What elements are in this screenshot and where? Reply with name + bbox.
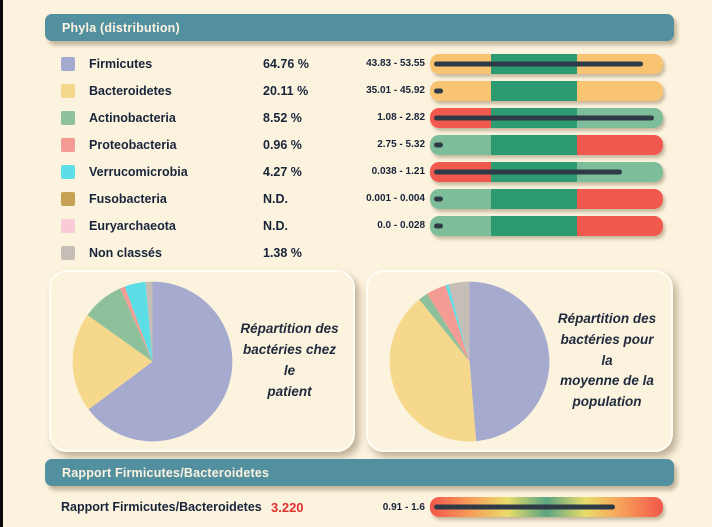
phylum-color-swatch	[61, 191, 75, 206]
pie-slice-bacteroidetes	[389, 298, 477, 441]
phylum-color-swatch	[61, 137, 75, 152]
gauge-needle	[434, 223, 443, 228]
gauge-segment	[491, 80, 577, 101]
gauge-needle	[434, 169, 622, 174]
reference-range: 35.01 - 45.92	[366, 85, 425, 96]
pie-slice-bacteroidetes	[72, 314, 153, 409]
pie-slice-firmicutes	[88, 281, 233, 441]
pie-slice-non-class-s	[448, 281, 470, 361]
phyla-table: Firmicutes 64.76 % 43.83 - 53.55 Bactero…	[61, 50, 663, 266]
reference-range: 0.0 - 0.028	[377, 220, 425, 231]
reference-range: 0.001 - 0.004	[366, 193, 425, 204]
phylum-name: Bacteroidetes	[89, 83, 172, 98]
reference-gauge	[430, 80, 663, 101]
reference-gauge	[430, 215, 663, 236]
population-distribution-card: Répartition des bactéries pour la moyenn…	[366, 270, 673, 452]
gauge-needle	[434, 88, 443, 93]
gauge-segment	[576, 134, 663, 155]
caption-line: bactéries chez le	[242, 342, 337, 378]
gauge-needle	[434, 115, 655, 120]
phylum-name: Verrucomicrobia	[89, 164, 188, 179]
reference-gauge	[430, 134, 663, 155]
patient-pie-caption: Répartition des bactéries chez le patien…	[234, 319, 353, 403]
phylum-percentage: 1.38 %	[263, 245, 302, 260]
ratio-section-header: Rapport Firmicutes/Bacteroidetes	[45, 459, 674, 486]
gauge-segment	[491, 215, 577, 236]
phylum-name: Firmicutes	[89, 56, 153, 71]
phylum-percentage: 8.52 %	[263, 110, 302, 125]
phylum-percentage: 4.27 %	[263, 164, 302, 179]
phylum-color-swatch	[61, 110, 75, 125]
phylum-name: Actinobacteria	[89, 110, 176, 125]
gauge-segment	[430, 215, 492, 236]
pie-slice-actinobacteria	[419, 293, 470, 361]
phylum-name: Proteobacteria	[89, 137, 177, 152]
reference-range: 1.08 - 2.82	[377, 112, 425, 123]
caption-line: patient	[267, 383, 312, 399]
phylum-color-swatch	[61, 164, 75, 179]
gauge-segment	[576, 80, 663, 101]
caption-line: population	[572, 394, 642, 410]
gauge-segment	[430, 80, 492, 101]
phylum-color-swatch	[61, 245, 75, 260]
gauge-needle	[434, 142, 443, 147]
reference-range: 2.75 - 5.32	[377, 139, 425, 150]
gauge-segment	[491, 134, 577, 155]
caption-line: bactéries pour la	[560, 331, 654, 368]
ratio-reference-range: 0.91 - 1.6	[382, 501, 425, 513]
phylum-color-swatch	[61, 83, 75, 98]
reference-gauge	[430, 107, 663, 128]
phyla-section-header: Phyla (distribution)	[45, 14, 674, 41]
phylum-name: Fusobacteria	[89, 191, 167, 206]
ratio-row: Rapport Firmicutes/Bacteroidetes 3.220 0…	[61, 496, 663, 518]
phylum-name: Euryarchaeota	[89, 218, 176, 233]
reference-gauge	[430, 188, 663, 209]
caption-line: moyenne de la	[560, 373, 654, 389]
gauge-segment	[430, 188, 492, 209]
patient-distribution-card: Répartition des bactéries chez le patien…	[49, 270, 355, 452]
pie-slice-actinobacteria	[87, 287, 153, 361]
pie-slice-verrucomicrobia	[445, 283, 470, 361]
ratio-label: Rapport Firmicutes/Bacteroidetes	[61, 500, 262, 514]
pie-slice-non-class-s	[145, 281, 153, 361]
pie-slice-proteobacteria	[427, 284, 470, 361]
ratio-gradient-gauge	[430, 497, 663, 517]
gauge-segment	[491, 188, 577, 209]
pie-slice-proteobacteria	[120, 286, 153, 361]
phylum-color-swatch	[61, 56, 75, 71]
reference-gauge	[430, 161, 663, 182]
phylum-percentage: 64.76 %	[263, 56, 309, 71]
ratio-section-title: Rapport Firmicutes/Bacteroidetes	[62, 465, 270, 480]
caption-line: Répartition des	[557, 310, 657, 326]
gauge-needle	[434, 61, 643, 66]
pie-slice-verrucomicrobia	[124, 281, 153, 361]
phylum-percentage: 0.96 %	[263, 137, 302, 152]
phylum-color-swatch	[61, 218, 75, 233]
reference-gauge	[430, 53, 663, 74]
gauge-segment	[576, 215, 663, 236]
phylum-percentage: 20.11 %	[263, 83, 309, 98]
gauge-needle	[434, 504, 615, 510]
population-pie-caption: Répartition des bactéries pour la moyenn…	[551, 309, 671, 414]
phyla-section-title: Phyla (distribution)	[62, 20, 180, 35]
ratio-value: 3.220	[271, 499, 304, 515]
phylum-percentage: N.D.	[263, 218, 288, 233]
population-pie-chart	[389, 281, 550, 441]
pie-slice-firmicutes	[469, 281, 550, 441]
phylum-percentage: N.D.	[263, 191, 288, 206]
reference-range: 43.83 - 53.55	[366, 58, 425, 69]
reference-range: 0.038 - 1.21	[371, 166, 425, 177]
gauge-needle	[434, 196, 443, 201]
gauge-segment	[430, 134, 492, 155]
gauge-segment	[576, 188, 663, 209]
phylum-name: Non classés	[89, 245, 162, 260]
patient-pie-chart	[72, 281, 233, 441]
caption-line: Répartition des	[240, 321, 339, 337]
